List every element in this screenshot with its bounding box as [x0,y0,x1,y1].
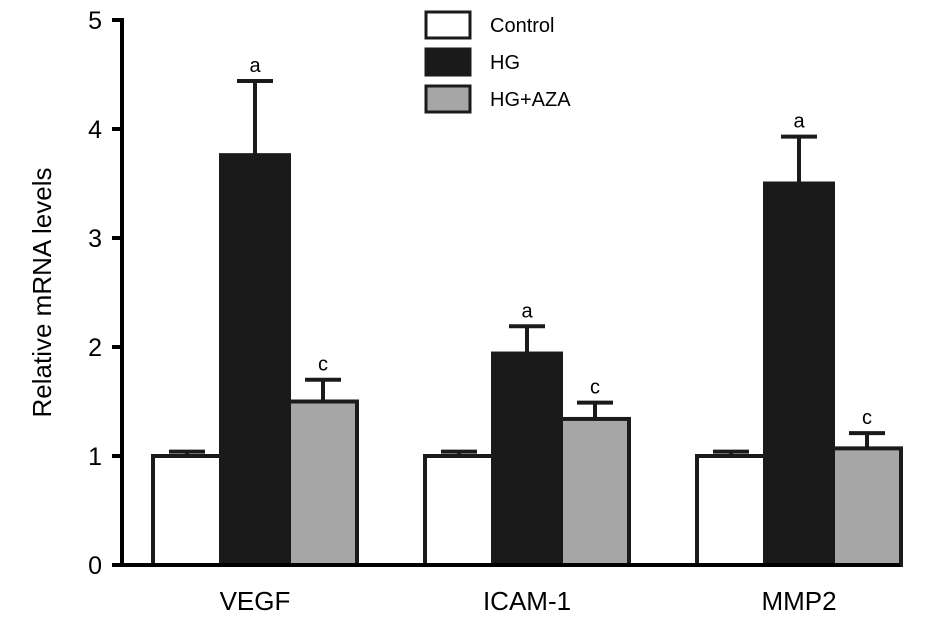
bar-hg-icam-1 [491,351,563,568]
bar-hg-aza-vegf [287,399,359,567]
significance-label: c [590,377,600,399]
y-tick-label: 2 [88,334,102,362]
y-tick-label: 5 [88,7,102,35]
legend-swatch-hg [424,47,472,77]
labels-layer: 0 1 2 3 4 5 a c VEGF a c ICAM-1 a c MMP2 [88,7,872,616]
bars-layer [151,153,903,568]
significance-label: a [521,300,533,322]
error-bars-layer [169,79,885,456]
significance-label: c [318,354,328,376]
bar-hg-mmp2 [763,181,835,567]
significance-label: c [862,407,872,429]
significance-label: a [249,55,261,77]
y-tick-label: 4 [88,116,102,144]
legend-swatch-control [424,10,472,40]
x-category-label: ICAM-1 [483,586,571,616]
bar-hg-aza-mmp2 [831,446,903,567]
legend-label: HG [490,52,520,74]
y-tick-label: 3 [88,225,102,253]
significance-label: a [793,111,805,133]
bar-hg-aza-icam-1 [559,416,631,567]
y-tick-label: 1 [88,443,102,471]
legend-swatch-hg-aza [424,84,472,114]
y-tick-label: 0 [88,552,102,580]
legend-label: Control [490,15,554,37]
legend-label: HG+AZA [490,89,571,111]
y-axis-title: Relative mRNA levels [27,168,57,418]
x-category-label: VEGF [220,586,291,616]
bar-control-icam-1 [423,454,495,567]
bar-control-vegf [151,454,223,567]
bar-control-mmp2 [695,454,767,567]
bar-hg-vegf [219,153,291,567]
x-category-label: MMP2 [761,586,836,616]
axes-layer [120,18,900,567]
legend: Control HG HG+AZA [424,10,571,114]
